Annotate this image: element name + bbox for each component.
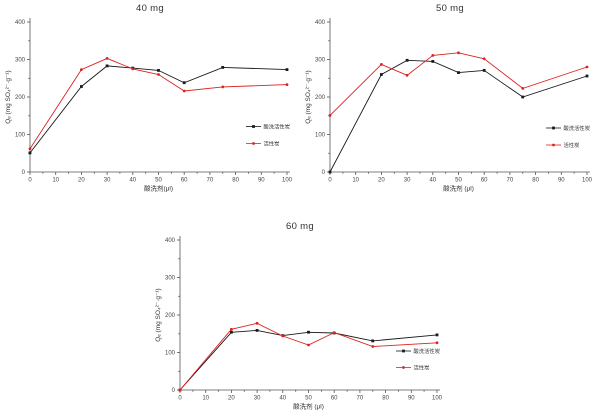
- svg-text:90: 90: [408, 396, 415, 402]
- chart-60mg-plot: 0 10 20 30 40 50 60 70 80 90 100 0 100 200 300 400 酸洗剂 (…: [150, 218, 450, 418]
- svg-text:80: 80: [232, 178, 239, 184]
- y-axis-label: Qₑ (mg SO₄²⁻·g⁻¹): [5, 70, 12, 123]
- svg-text:10: 10: [52, 178, 59, 184]
- y-axis-label: Qₑ (mg SO₄²⁻·g⁻¹): [305, 70, 312, 123]
- svg-text:70: 70: [357, 396, 364, 402]
- series-acid-washed-carbon: [178, 329, 439, 392]
- svg-text:80: 80: [532, 178, 539, 184]
- tick-labels: 0 10 20 30 40 50 60 70 80 90 100 0 100 200 300 400: [315, 20, 593, 184]
- legend-item: 活性炭: [546, 141, 580, 149]
- svg-text:100: 100: [165, 351, 176, 357]
- svg-text:0: 0: [322, 170, 326, 176]
- legend-item: 酸洗活性炭: [396, 347, 441, 355]
- svg-text:100: 100: [15, 133, 26, 139]
- svg-text:60: 60: [331, 396, 338, 402]
- x-axis-label: 酸洗剂 (μl): [443, 184, 474, 193]
- plot-svg: 0 10 20 30 40 50 60 70 80 90 100 0 100 200 300 400 酸洗剂 (…: [305, 18, 593, 193]
- plot-svg: 0 10 20 30 40 50 60 70 80 90 100 0 100 200 300 400 酸洗剂(μ…: [5, 18, 293, 193]
- svg-text:40: 40: [429, 178, 436, 184]
- svg-text:20: 20: [78, 178, 85, 184]
- svg-text:200: 200: [165, 313, 176, 319]
- tick-labels: 0 10 20 30 40 50 60 70 80 90 100 0 100 200 300 400: [15, 20, 293, 184]
- svg-text:0: 0: [22, 170, 26, 176]
- chart-title-50mg: 50 mg: [436, 3, 464, 14]
- svg-text:100: 100: [582, 178, 593, 184]
- svg-text:酸洗活性炭: 酸洗活性炭: [264, 122, 291, 130]
- svg-text:30: 30: [404, 178, 411, 184]
- svg-text:40: 40: [279, 396, 286, 402]
- svg-text:0: 0: [328, 178, 332, 184]
- svg-text:400: 400: [315, 20, 326, 26]
- x-axis-label: 酸洗剂(μl): [144, 184, 173, 193]
- series-acid-washed-carbon: [328, 58, 589, 174]
- svg-text:50: 50: [305, 396, 312, 402]
- svg-text:10: 10: [202, 396, 209, 402]
- svg-text:10: 10: [352, 178, 359, 184]
- chart-title-60mg: 60 mg: [286, 221, 314, 232]
- svg-text:300: 300: [15, 58, 26, 64]
- svg-text:400: 400: [165, 238, 176, 244]
- chart-40mg: 40 mg 0 10 20 30 40 50 60 70 80 90 100 0 100 200 300 40…: [0, 0, 300, 200]
- svg-text:80: 80: [382, 396, 389, 402]
- tick-labels: 0 10 20 30 40 50 60 70 80 90 100 0 100 200 300 400: [165, 238, 443, 402]
- svg-text:活性炭: 活性炭: [414, 363, 431, 371]
- series-activated-carbon: [28, 57, 289, 151]
- axes: [327, 18, 590, 175]
- chart-50mg-plot: 0 10 20 30 40 50 60 70 80 90 100 0 100 200 300 400 酸洗剂 (…: [300, 0, 600, 200]
- series-acid-washed-carbon: [28, 64, 289, 155]
- chart-60mg: 60 mg 0 10 20 30 40 50 60 70 80 90 100 0 100 200 300 40…: [150, 218, 450, 418]
- legend-item: 酸洗活性炭: [246, 122, 291, 130]
- series-activated-carbon: [328, 51, 589, 117]
- svg-text:70: 70: [207, 178, 214, 184]
- svg-text:0: 0: [172, 388, 176, 394]
- svg-text:100: 100: [315, 133, 326, 139]
- chart-40mg-plot: 0 10 20 30 40 50 60 70 80 90 100 0 100 200 300 400 酸洗剂(μ…: [0, 0, 300, 200]
- series-activated-carbon: [178, 321, 439, 392]
- svg-text:30: 30: [254, 396, 261, 402]
- svg-text:90: 90: [558, 178, 565, 184]
- plot-svg: 0 10 20 30 40 50 60 70 80 90 100 0 100 200 300 400 酸洗剂 (…: [155, 236, 443, 411]
- svg-text:300: 300: [165, 276, 176, 282]
- svg-text:酸洗活性炭: 酸洗活性炭: [414, 347, 441, 355]
- svg-text:40: 40: [129, 178, 136, 184]
- svg-text:200: 200: [15, 95, 26, 101]
- chart-50mg: 50 mg 0 10 20 30 40 50 60 70 80 90 100 0 100 200 300 40…: [300, 0, 600, 200]
- x-axis-label: 酸洗剂 (μl): [293, 402, 324, 411]
- svg-text:0: 0: [178, 396, 182, 402]
- svg-text:20: 20: [378, 178, 385, 184]
- svg-text:活性炭: 活性炭: [264, 139, 281, 147]
- svg-text:活性炭: 活性炭: [564, 141, 581, 149]
- svg-text:60: 60: [481, 178, 488, 184]
- svg-text:100: 100: [432, 396, 443, 402]
- svg-text:20: 20: [228, 396, 235, 402]
- chart-title-40mg: 40 mg: [136, 3, 164, 14]
- legend-item: 活性炭: [246, 139, 280, 147]
- svg-text:70: 70: [507, 178, 514, 184]
- y-axis-label: Qₑ (mg SO₄²⁻·g⁻¹): [155, 288, 162, 341]
- svg-text:300: 300: [315, 58, 326, 64]
- legend-item: 酸洗活性炭: [546, 124, 591, 132]
- svg-text:400: 400: [15, 20, 26, 26]
- svg-text:50: 50: [155, 178, 162, 184]
- svg-text:100: 100: [282, 178, 293, 184]
- svg-text:200: 200: [315, 95, 326, 101]
- svg-text:0: 0: [28, 178, 32, 184]
- svg-text:30: 30: [104, 178, 111, 184]
- axes: [27, 18, 290, 175]
- svg-text:50: 50: [455, 178, 462, 184]
- svg-text:90: 90: [258, 178, 265, 184]
- legend-item: 活性炭: [396, 363, 430, 371]
- svg-text:60: 60: [181, 178, 188, 184]
- axes: [177, 236, 440, 393]
- svg-text:酸洗活性炭: 酸洗活性炭: [564, 124, 591, 132]
